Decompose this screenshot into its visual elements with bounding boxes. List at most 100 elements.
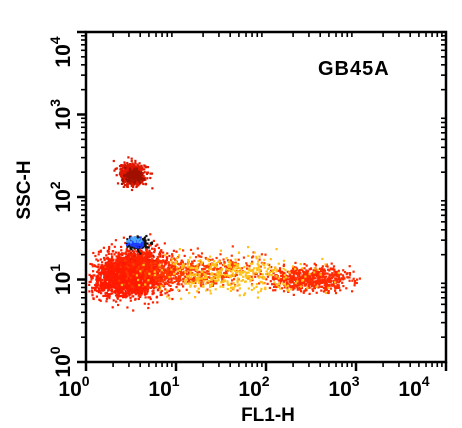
event-point xyxy=(135,266,138,269)
event-point xyxy=(116,288,119,291)
event-point xyxy=(92,297,95,300)
event-point xyxy=(136,259,139,262)
event-point xyxy=(99,286,102,290)
event-point xyxy=(298,275,301,278)
event-point xyxy=(217,267,220,271)
event-point xyxy=(127,291,131,294)
event-point xyxy=(313,262,316,265)
event-point xyxy=(319,285,322,288)
event-point xyxy=(106,270,109,273)
event-point xyxy=(231,263,234,266)
event-point xyxy=(258,282,261,285)
event-point xyxy=(296,273,300,277)
event-point xyxy=(280,280,283,283)
event-point xyxy=(142,275,145,278)
event-point xyxy=(152,286,155,289)
event-point xyxy=(161,261,164,264)
event-point xyxy=(108,266,111,269)
event-point xyxy=(301,267,304,270)
event-point xyxy=(137,278,140,282)
event-point xyxy=(111,306,114,309)
event-point xyxy=(229,266,232,269)
event-point xyxy=(106,278,109,281)
event-point xyxy=(129,237,132,240)
event-point xyxy=(120,172,123,175)
event-point xyxy=(114,280,118,283)
event-point xyxy=(185,288,188,291)
event-point xyxy=(199,281,202,284)
event-point xyxy=(132,239,135,242)
event-point xyxy=(313,281,316,284)
event-point xyxy=(152,263,155,266)
event-point xyxy=(138,268,142,272)
event-point xyxy=(324,289,327,292)
event-point xyxy=(145,292,148,296)
event-point xyxy=(158,280,161,283)
event-point xyxy=(166,295,169,298)
event-point xyxy=(138,176,141,179)
event-point xyxy=(186,265,189,268)
event-point xyxy=(133,284,136,287)
event-point xyxy=(228,260,231,263)
event-point xyxy=(196,247,199,250)
event-point xyxy=(200,255,203,258)
event-point xyxy=(291,288,294,291)
event-point xyxy=(178,248,181,251)
event-point xyxy=(249,262,252,265)
event-point xyxy=(313,287,316,290)
event-point xyxy=(209,258,212,262)
event-point xyxy=(226,259,230,262)
event-point xyxy=(199,259,202,262)
event-point xyxy=(325,283,328,286)
event-point xyxy=(190,282,193,285)
event-point xyxy=(128,172,131,175)
event-point xyxy=(138,173,141,176)
event-point xyxy=(131,283,134,286)
event-point xyxy=(227,265,231,268)
event-point xyxy=(112,279,115,282)
event-point xyxy=(117,293,120,296)
event-point xyxy=(136,275,139,279)
event-point xyxy=(196,267,199,270)
event-point xyxy=(116,290,119,294)
event-point xyxy=(251,277,254,280)
event-point xyxy=(266,263,269,266)
event-point xyxy=(282,259,286,262)
event-point xyxy=(132,263,135,266)
event-point xyxy=(155,279,158,282)
event-point xyxy=(162,254,165,257)
event-point xyxy=(275,284,279,287)
event-point xyxy=(165,277,168,280)
event-point xyxy=(120,173,124,176)
event-point xyxy=(128,169,132,172)
event-point xyxy=(151,283,154,286)
event-point xyxy=(176,269,179,272)
event-point xyxy=(190,280,193,283)
event-point xyxy=(137,294,140,297)
event-point xyxy=(135,175,138,178)
event-point xyxy=(129,257,133,260)
event-point xyxy=(194,269,197,273)
event-point xyxy=(187,263,190,266)
event-point xyxy=(315,291,318,294)
event-point xyxy=(123,263,126,266)
event-point xyxy=(215,262,218,265)
event-point xyxy=(160,293,163,296)
event-point xyxy=(138,180,141,183)
event-point xyxy=(270,266,273,269)
event-point xyxy=(177,281,180,284)
event-point xyxy=(308,272,311,276)
event-point xyxy=(311,288,314,291)
event-point xyxy=(166,270,169,273)
event-point xyxy=(103,269,106,272)
event-point xyxy=(190,262,193,265)
event-point xyxy=(120,257,123,260)
event-point xyxy=(120,272,123,275)
event-point xyxy=(231,279,234,282)
event-point xyxy=(106,276,109,279)
event-point xyxy=(128,289,131,292)
event-point xyxy=(118,268,121,271)
event-point xyxy=(105,285,108,288)
event-point xyxy=(182,249,185,252)
event-point xyxy=(250,269,253,272)
